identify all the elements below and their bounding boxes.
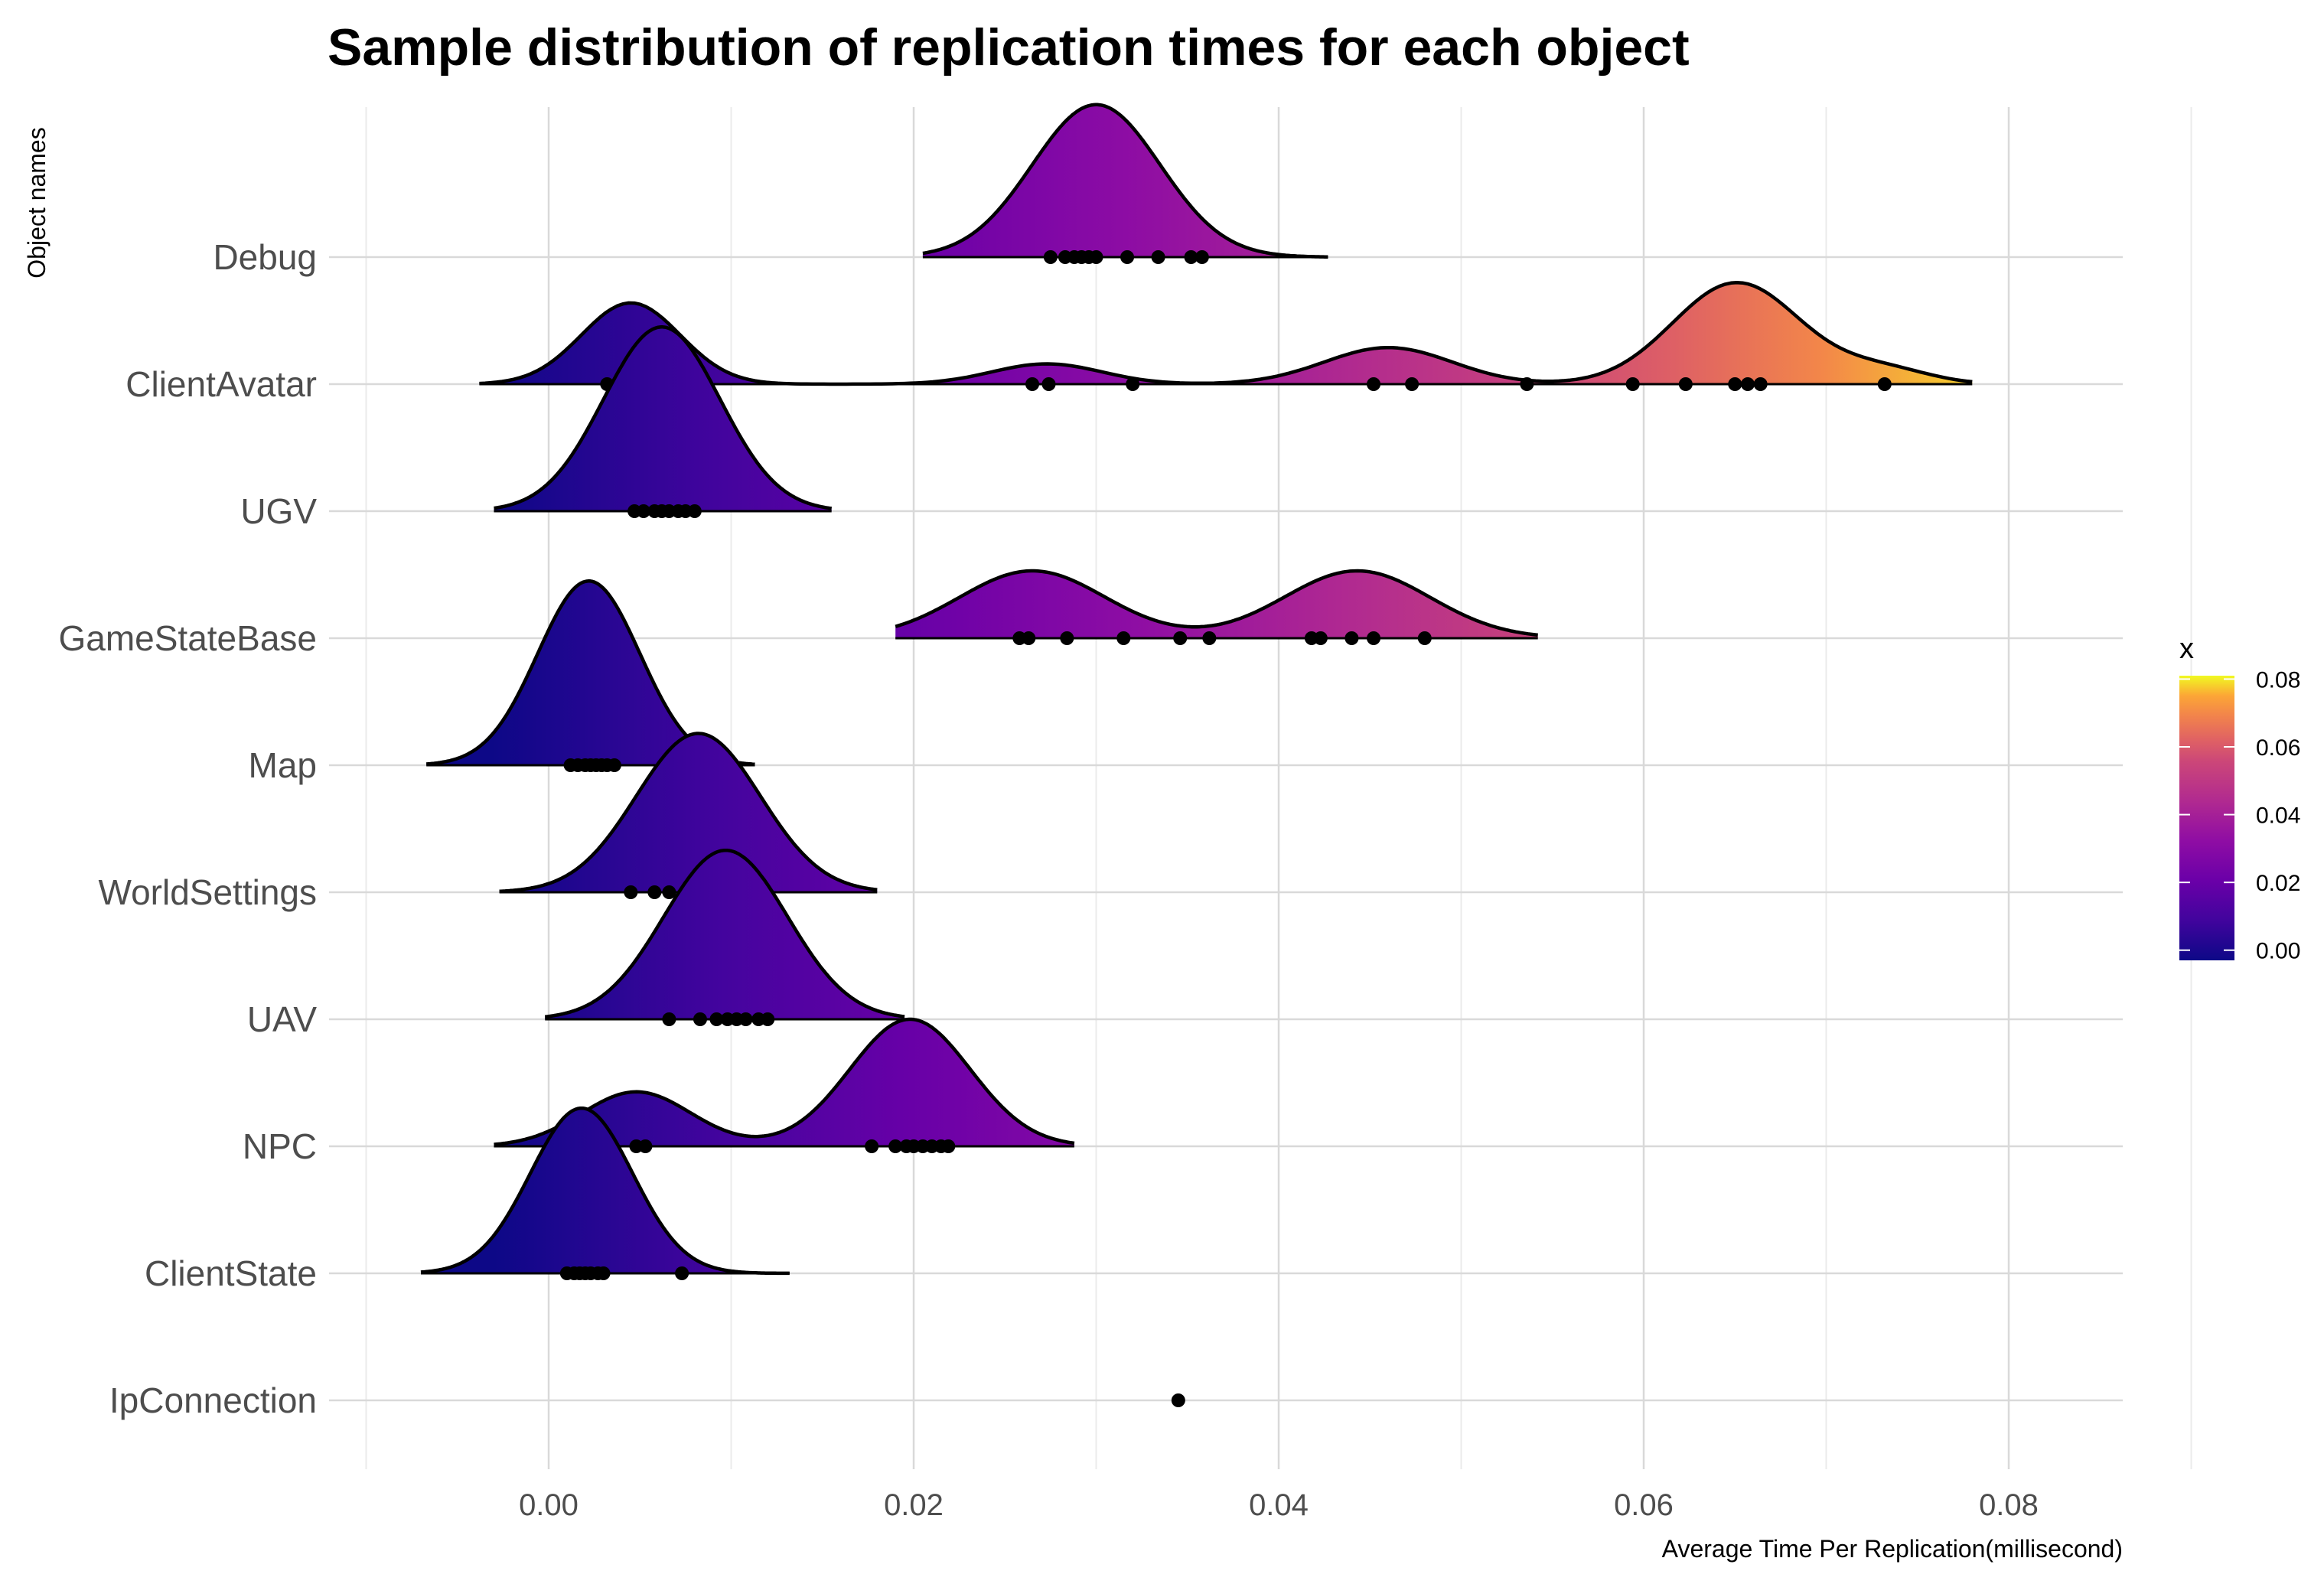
data-point (662, 1012, 676, 1026)
density-area (421, 1108, 790, 1273)
data-point (1126, 377, 1140, 391)
data-point (662, 885, 676, 899)
density-area (922, 104, 1328, 257)
data-point (637, 504, 651, 518)
data-point (624, 885, 638, 899)
data-point (1041, 377, 1056, 391)
data-point (1171, 1393, 1185, 1407)
x-tick-label: 0.00 (519, 1488, 579, 1522)
data-point (888, 1139, 903, 1153)
legend-colorbar (2179, 676, 2234, 960)
density-area (895, 571, 1538, 638)
legend-tick-label: 0.04 (2256, 803, 2300, 829)
data-point (1202, 631, 1217, 645)
data-point (638, 1139, 653, 1153)
data-point (596, 1266, 611, 1280)
density-outline (922, 103, 1328, 259)
data-point (1367, 631, 1381, 645)
density-outline (420, 1106, 790, 1276)
density-outline (499, 732, 878, 894)
y-tick-label: UGV (240, 491, 317, 531)
data-point (687, 504, 702, 518)
density-outline (895, 569, 1538, 637)
data-point (1520, 377, 1534, 391)
data-point (1195, 250, 1209, 264)
data-point (709, 1012, 724, 1026)
ridge-UGV (493, 325, 833, 518)
legend-tick-label: 0.06 (2256, 735, 2300, 761)
data-point (1877, 377, 1892, 391)
chart-title: Sample distribution of replication times… (328, 18, 1690, 77)
data-point (1089, 250, 1103, 264)
y-tick-label: UAV (247, 999, 317, 1039)
x-tick-label: 0.04 (1249, 1488, 1309, 1522)
data-point (865, 1139, 879, 1153)
data-point (647, 885, 662, 899)
data-point (1151, 250, 1165, 264)
legend-ticks: 0.00 0.02 0.04 0.06 0.08 (2179, 667, 2300, 964)
y-tick-label: ClientAvatar (125, 364, 317, 404)
y-tick-label: ClientState (145, 1253, 317, 1293)
data-point (1345, 631, 1359, 645)
data-point (1060, 631, 1074, 645)
data-point (607, 758, 621, 772)
data-point (1625, 377, 1640, 391)
y-tick-label: Map (249, 745, 317, 785)
ridge-GameStateBase (895, 569, 1538, 645)
data-point (1120, 250, 1135, 264)
y-tick-label: GameStateBase (58, 618, 317, 658)
ridge-IpConnection (1171, 1393, 1185, 1407)
x-axis-ticks: 0.00 0.02 0.04 0.06 0.08 (519, 1488, 2039, 1522)
x-tick-label: 0.06 (1614, 1488, 1674, 1522)
data-point (941, 1139, 956, 1153)
x-axis-label: Average Time Per Replication(millisecond… (1662, 1535, 2123, 1563)
x-tick-label: 0.02 (884, 1488, 944, 1522)
data-point (1417, 631, 1432, 645)
density-area (545, 850, 905, 1019)
density-area (494, 327, 832, 511)
ridge-UAV (544, 848, 905, 1026)
data-point (675, 1266, 689, 1280)
data-point (1367, 377, 1381, 391)
data-point (1313, 631, 1328, 645)
data-point (1173, 631, 1188, 645)
x-tick-label: 0.08 (1979, 1488, 2039, 1522)
legend-tick-label: 0.00 (2256, 939, 2300, 964)
y-tick-label: Debug (213, 237, 317, 277)
ridge-Debug (922, 103, 1328, 264)
data-point (1184, 250, 1198, 264)
data-point (1405, 377, 1419, 391)
y-axis-ticks: Debug ClientAvatar UGV GameStateBase Map Worl… (58, 237, 317, 1420)
ridge-NPC (494, 1017, 1075, 1153)
legend-title: x (2179, 633, 2194, 665)
density-outline (544, 848, 905, 1019)
density-outline (479, 280, 1973, 386)
density-outline (494, 1017, 1075, 1146)
y-tick-label: IpConnection (109, 1380, 317, 1420)
legend-tick-label: 0.08 (2256, 667, 2300, 693)
data-point (1753, 377, 1768, 391)
data-point (738, 1012, 753, 1026)
color-legend: x 0.00 0.02 0.04 0.06 0.08 (2179, 633, 2300, 964)
data-point (1678, 377, 1693, 391)
data-point (1022, 631, 1036, 645)
density-area (494, 1019, 1074, 1146)
y-tick-label: NPC (243, 1126, 317, 1166)
density-area (499, 733, 878, 892)
data-point (1116, 631, 1131, 645)
y-axis-label: Object names (23, 127, 51, 278)
ridge-ClientState (420, 1106, 790, 1280)
density-ridges (420, 103, 1973, 1407)
data-point (693, 1012, 707, 1026)
legend-tick-label: 0.02 (2256, 871, 2300, 896)
data-point (761, 1012, 775, 1026)
y-tick-label: WorldSettings (98, 872, 317, 912)
density-outline (493, 325, 833, 510)
data-point (1728, 377, 1742, 391)
data-point (1025, 377, 1040, 391)
data-point (1740, 377, 1755, 391)
data-point (1043, 250, 1058, 264)
